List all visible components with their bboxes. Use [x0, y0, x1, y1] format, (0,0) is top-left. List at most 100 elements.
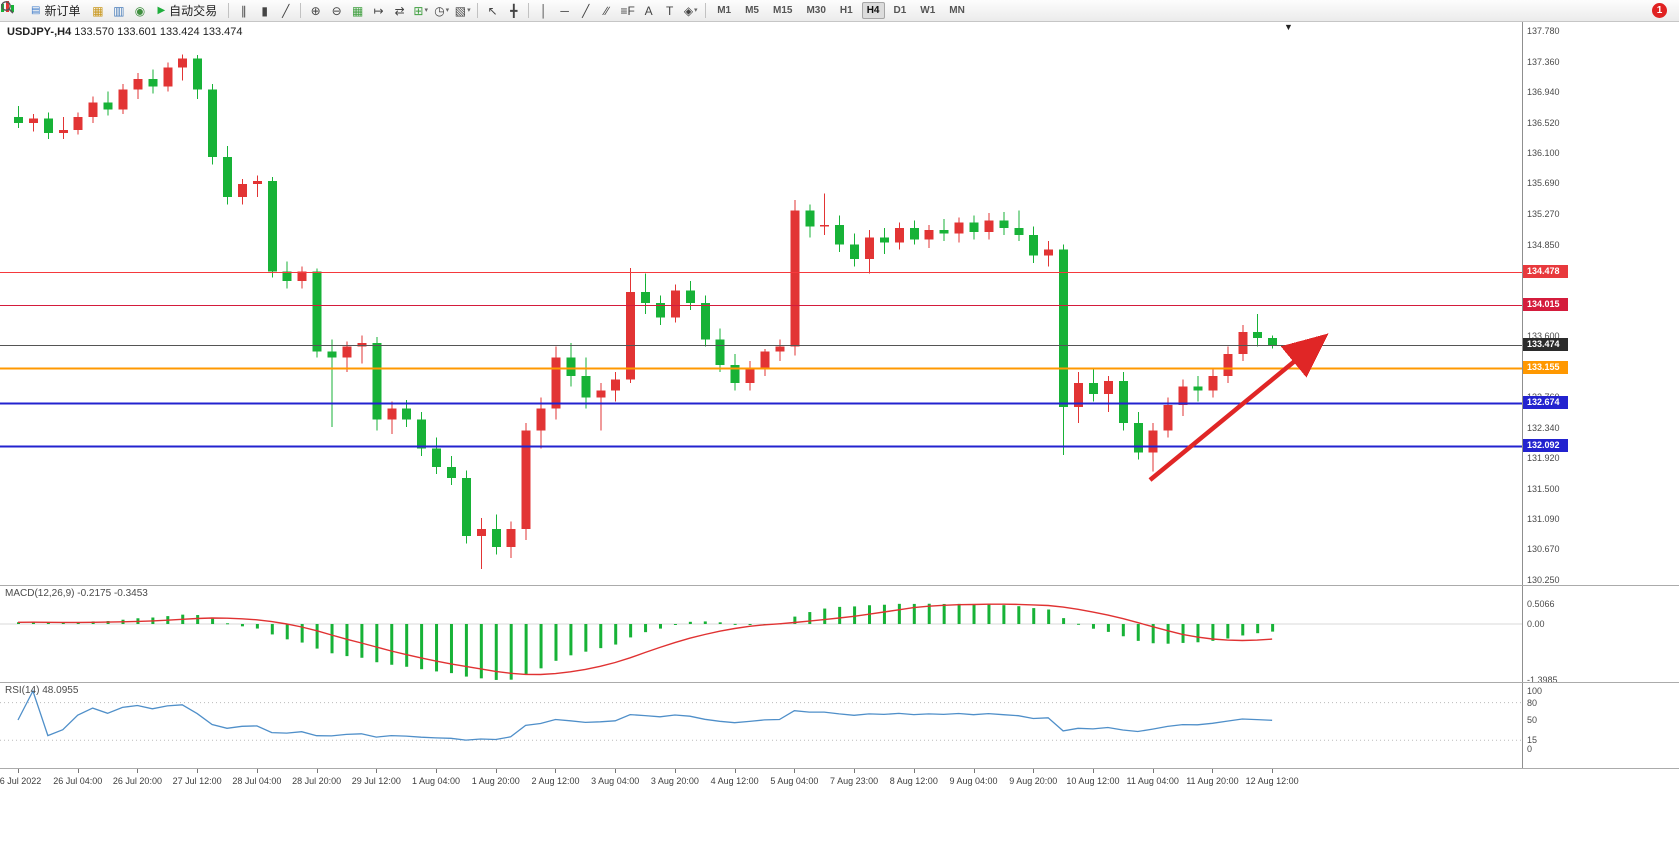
macd-histogram-bar — [554, 624, 558, 661]
macd-values: -0.2175 -0.3453 — [77, 588, 148, 599]
pane-divider[interactable] — [0, 682, 1679, 683]
rsi-name: RSI(14) — [5, 685, 40, 696]
timeframe-button-MN[interactable]: MN — [949, 5, 965, 16]
time-tick — [77, 769, 79, 773]
timeframe-button-M1[interactable]: M1 — [717, 5, 732, 16]
macd-histogram-bar — [1256, 624, 1260, 634]
rsi-line — [17, 689, 1273, 741]
candle — [1223, 346, 1233, 384]
notification-badge[interactable]: 1 — [1652, 3, 1667, 18]
macd-histogram-bar — [405, 624, 409, 667]
rsi-value: 48.0955 — [42, 685, 79, 696]
candle — [954, 217, 964, 243]
time-tick — [1092, 769, 1094, 773]
zoom-out-icon[interactable]: ⊖ — [331, 3, 342, 18]
timeframe-button-M5[interactable]: M5 — [745, 5, 759, 16]
macd-histogram-bar — [584, 624, 588, 652]
crosshair-icon[interactable]: ╋ — [510, 3, 518, 18]
macd-histogram-bar — [61, 622, 65, 624]
price-axis: 134.478 134.015 133.474 133.155 132.674 132.0… — [1522, 0, 1679, 841]
main-chart-pane[interactable]: USDJPY-,H4 133.570 133.601 133.424 133.4… — [0, 22, 1522, 585]
macd-histogram-bar — [1196, 624, 1200, 643]
text-icon[interactable]: A — [644, 3, 653, 18]
channel-icon[interactable]: ∕∕ — [604, 3, 609, 18]
candle — [208, 84, 218, 165]
candle — [670, 284, 680, 323]
data-window-icon[interactable]: ▥ — [113, 3, 125, 18]
candlestick-chart-icon[interactable]: ▮ — [261, 3, 268, 18]
timeframe-button-D1[interactable]: D1 — [893, 5, 907, 16]
timeframe-button-W1[interactable]: W1 — [920, 5, 936, 16]
periods-button[interactable]: ◷ ▾ — [434, 3, 450, 18]
macd-histogram-bar — [823, 608, 827, 624]
horizontal-line-icon[interactable]: ─ — [560, 3, 569, 18]
pane-divider[interactable] — [0, 585, 1679, 586]
trend-arrow-annotation[interactable] — [1148, 333, 1329, 482]
timeframe-button-H4[interactable]: H4 — [861, 2, 885, 19]
auto-scroll-icon[interactable]: ↦ — [373, 3, 384, 18]
time-tick — [913, 769, 915, 773]
navigator-icon[interactable]: ◉ — [134, 3, 146, 18]
candle — [1059, 244, 1069, 456]
toolbar: ▤ 新订单 ▦ ▥ ◉ ▶ 自动交易 ∥ ▮ ╱ ⊕ ⊖ ▦ ↦ ⇄ ⊞ ▾ ◷ ▾ ▧ ▾ ↖ ╋ │ ─ ╱ ∕∕ ≡F A T ◈ ▾ M… — [0, 0, 1679, 22]
rsi-pane[interactable]: RSI(14) 48.0955 — [0, 683, 1522, 768]
templates-button[interactable]: ▧ ▾ — [454, 3, 471, 18]
tile-windows-icon[interactable]: ▦ — [352, 3, 364, 18]
price-tick-label: 131.090 — [1527, 513, 1560, 524]
time-axis-label: 3 Aug 04:00 — [591, 776, 640, 786]
toolbar-separator — [300, 3, 302, 18]
time-tick — [734, 769, 736, 773]
macd-scale-label: 0.5066 — [1527, 598, 1555, 609]
price-tick-label: 136.100 — [1527, 148, 1560, 159]
price-tick-label: 134.850 — [1527, 239, 1560, 250]
macd-histogram-bar — [211, 618, 215, 624]
search-icon[interactable] — [1, 1, 1643, 20]
zoom-in-icon[interactable]: ⊕ — [310, 3, 321, 18]
arrows-tool-button[interactable]: ◈ ▾ — [683, 3, 698, 18]
macd-histogram-bar — [1002, 605, 1006, 624]
macd-histogram-bar — [1226, 624, 1230, 639]
candle — [596, 383, 606, 431]
candle — [641, 273, 651, 314]
macd-histogram-bar — [285, 624, 289, 640]
trendline-icon[interactable]: ╱ — [582, 3, 590, 18]
chart-shift-marker[interactable]: ▼ — [1284, 22, 1293, 32]
candle — [805, 204, 815, 238]
macd-histogram-bar — [838, 606, 842, 624]
time-tick — [1272, 769, 1274, 773]
auto-trading-button[interactable]: ▶ 自动交易 — [151, 2, 223, 20]
macd-histogram-bar — [524, 624, 528, 675]
candle — [446, 455, 456, 486]
macd-histogram-bar — [509, 624, 513, 680]
text-label-icon[interactable]: T — [666, 3, 674, 18]
macd-histogram-bar — [1181, 624, 1185, 643]
chart-shift-icon[interactable]: ⇄ — [394, 3, 405, 18]
candle — [536, 397, 546, 449]
macd-histogram-bar — [1121, 624, 1125, 637]
indicators-button[interactable]: ⊞ ▾ — [413, 3, 428, 18]
new-order-button[interactable]: ▤ 新订单 — [25, 2, 86, 20]
macd-pane[interactable]: MACD(12,26,9) -0.2175 -0.3453 — [0, 586, 1522, 682]
candle — [282, 261, 292, 289]
candle — [1208, 368, 1218, 398]
bar-chart-icon[interactable]: ∥ — [240, 3, 247, 18]
candle — [193, 55, 203, 99]
time-tick — [495, 769, 497, 773]
market-watch-icon[interactable]: ▦ — [92, 3, 104, 18]
time-axis-label: 3 Aug 20:00 — [650, 776, 699, 786]
price-tick-label: 131.920 — [1527, 453, 1560, 464]
cursor-icon[interactable]: ↖ — [487, 3, 498, 18]
line-chart-icon[interactable]: ╱ — [282, 3, 290, 18]
pane-divider[interactable] — [0, 768, 1679, 769]
timeframe-button-M30[interactable]: M30 — [806, 5, 826, 16]
vertical-line-icon[interactable]: │ — [539, 3, 548, 18]
price-tick-label: 137.780 — [1527, 25, 1560, 36]
candle — [461, 470, 471, 544]
timeframe-button-H1[interactable]: H1 — [839, 5, 853, 16]
price-tick-label: 130.670 — [1527, 544, 1560, 555]
candle — [521, 423, 531, 540]
candle — [1178, 379, 1188, 416]
timeframe-button-M15[interactable]: M15 — [773, 5, 793, 16]
time-axis-label: 4 Aug 12:00 — [710, 776, 759, 786]
fibonacci-icon[interactable]: ≡F — [620, 3, 635, 18]
